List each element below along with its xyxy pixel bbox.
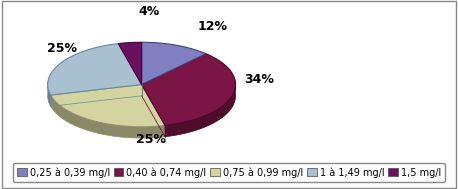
Legend: 0,25 à 0,39 mg/l, 0,40 à 0,74 mg/l, 0,75 à 0,99 mg/l, 1 à 1,49 mg/l, 1,5 mg/l: 0,25 à 0,39 mg/l, 0,40 à 0,74 mg/l, 0,75… <box>13 163 445 181</box>
Text: 25%: 25% <box>136 132 166 146</box>
Polygon shape <box>51 95 165 138</box>
Polygon shape <box>48 44 142 95</box>
Text: 12%: 12% <box>197 20 227 33</box>
Polygon shape <box>142 54 235 125</box>
Polygon shape <box>118 42 142 84</box>
Text: 4%: 4% <box>138 5 160 18</box>
Text: 34%: 34% <box>244 73 274 86</box>
Polygon shape <box>165 83 235 137</box>
Polygon shape <box>51 84 165 127</box>
Polygon shape <box>142 42 206 84</box>
Polygon shape <box>48 82 51 106</box>
Text: 25%: 25% <box>47 42 77 55</box>
